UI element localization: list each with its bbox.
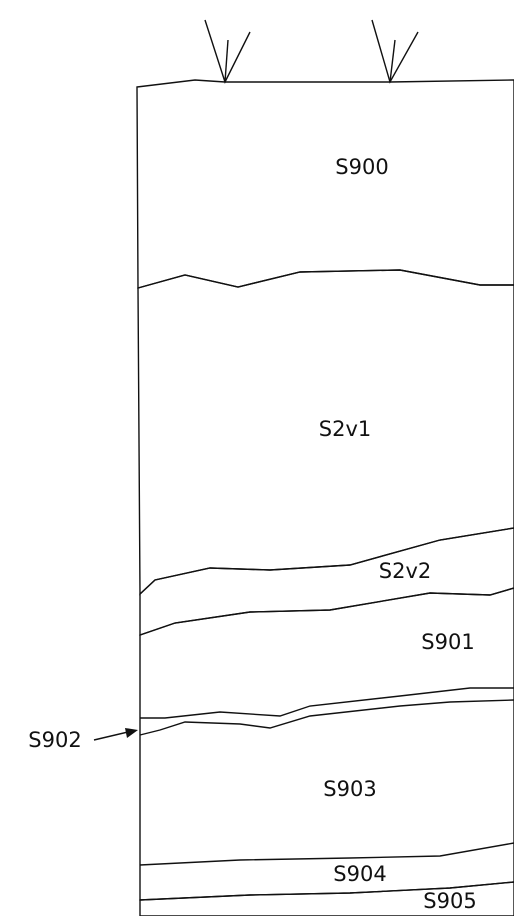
- layer-label: S2v1: [319, 417, 371, 441]
- layer-line: [139, 699, 514, 736]
- layer-label: S902: [28, 728, 81, 752]
- layer-line: [140, 687, 514, 719]
- top-marker: [371, 19, 419, 84]
- top-marker: [224, 39, 229, 83]
- layer-label: S900: [335, 155, 388, 179]
- layer-label: S905: [423, 889, 476, 913]
- layer-s2v2: [139, 527, 514, 636]
- top-marker: [389, 39, 396, 83]
- pointer-line: [93, 731, 129, 741]
- layer-label: S903: [323, 777, 376, 801]
- layer-label: S901: [421, 630, 474, 654]
- layer-s905: [139, 881, 514, 916]
- layer-s900: [136, 79, 514, 289]
- layer-label: S904: [333, 862, 386, 886]
- layer-line: [139, 842, 514, 866]
- pointer-head: [125, 728, 138, 738]
- layer-label: S2v2: [379, 559, 431, 583]
